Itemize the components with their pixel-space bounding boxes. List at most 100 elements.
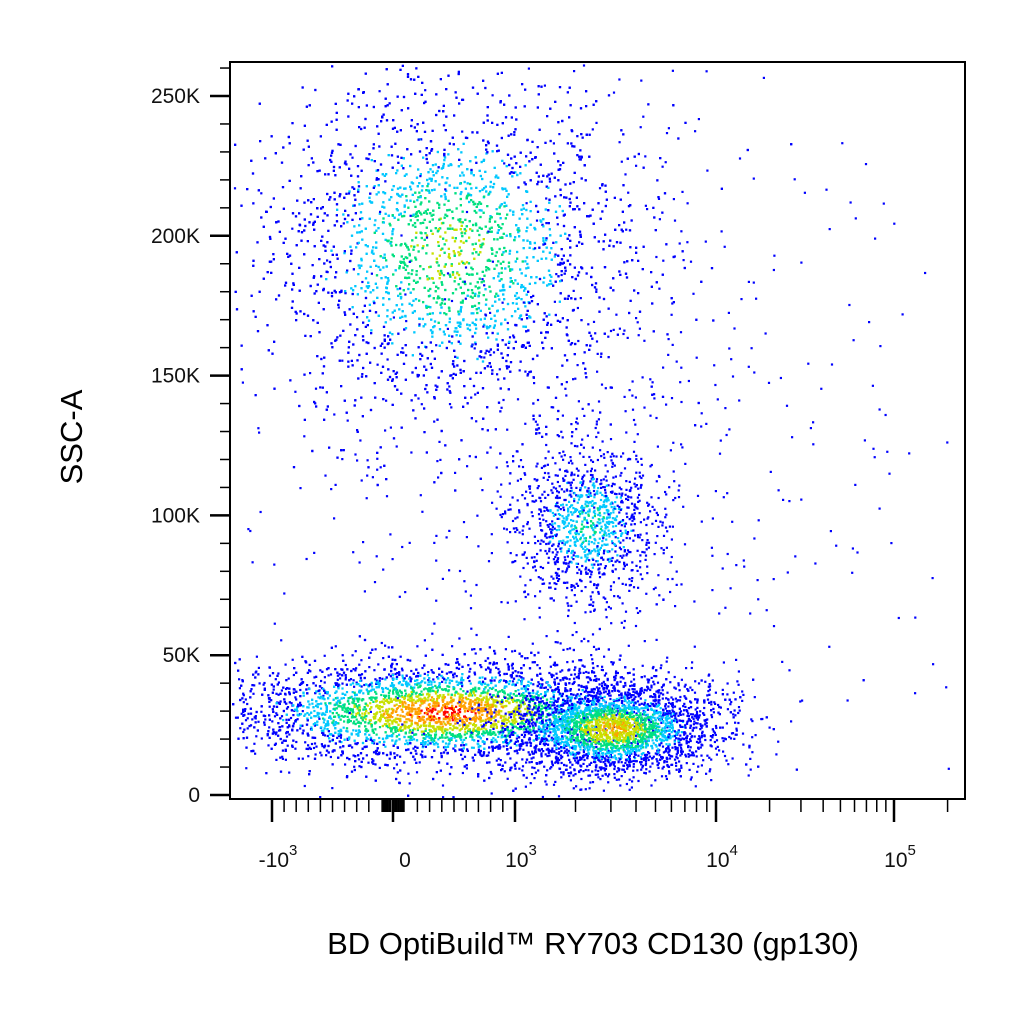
event-dot (516, 740, 519, 743)
event-dot (273, 622, 276, 625)
event-dot (520, 671, 523, 675)
event-dot (409, 731, 412, 734)
event-dot (335, 711, 338, 715)
event-dot (306, 671, 309, 674)
event-dot (295, 740, 298, 744)
event-dot (374, 763, 377, 766)
event-dot (444, 681, 447, 684)
event-dot (477, 733, 480, 736)
event-dot (505, 704, 508, 708)
event-dot (450, 693, 453, 696)
event-dot (514, 718, 517, 721)
event-dot (403, 721, 406, 724)
event-dot (520, 676, 523, 679)
event-dot (495, 726, 498, 729)
event-dot (471, 700, 475, 703)
event-dot (612, 661, 615, 664)
event-dot (571, 633, 574, 637)
event-dot (451, 719, 454, 722)
event-dot (461, 771, 464, 775)
event-dot (394, 717, 397, 721)
event-dot (513, 722, 516, 725)
event-dot (511, 671, 514, 674)
event-dot (325, 668, 329, 671)
event-dot (465, 743, 468, 746)
event-dot (491, 749, 494, 752)
event-dot (279, 700, 282, 703)
event-dot (340, 715, 343, 718)
event-dot (436, 689, 439, 692)
event-dot (588, 690, 591, 694)
event-dot (469, 682, 472, 685)
event-dot (560, 771, 563, 774)
event-dot (683, 685, 686, 688)
event-dot (505, 699, 508, 702)
event-dot (509, 740, 512, 744)
event-dot (427, 743, 430, 746)
event-dot (378, 741, 381, 744)
event-dot (524, 707, 527, 711)
event-dot (459, 748, 462, 751)
event-dot (471, 738, 474, 741)
event-dot (292, 688, 295, 691)
event-dot (502, 715, 505, 718)
event-dot (587, 681, 590, 684)
event-dot (291, 658, 294, 661)
event-dot (444, 717, 447, 721)
event-dot (323, 654, 326, 657)
event-dot (341, 750, 344, 753)
event-dot (519, 694, 522, 697)
event-dot (415, 695, 418, 698)
event-dot (431, 718, 434, 721)
event-dot (489, 731, 492, 734)
event-dot (362, 757, 365, 760)
event-dot (443, 713, 446, 716)
event-dot (263, 688, 266, 691)
event-dot (322, 733, 325, 736)
event-dot (373, 722, 377, 725)
event-dot (285, 721, 288, 724)
event-dot (679, 775, 682, 778)
event-dot (293, 708, 297, 711)
event-dot (409, 699, 412, 702)
event-dot (306, 684, 309, 687)
event-dot (287, 718, 291, 721)
event-dot (383, 740, 386, 743)
event-dot (535, 692, 538, 695)
event-dot (444, 710, 447, 713)
event-dot (362, 698, 365, 701)
event-dot (530, 651, 533, 654)
event-dot (410, 669, 413, 673)
event-dot (335, 690, 338, 693)
event-dot (440, 688, 444, 691)
event-dot (416, 683, 419, 686)
event-dot (536, 674, 539, 677)
event-dot (492, 723, 496, 726)
event-dot (585, 676, 588, 679)
event-dot (426, 692, 429, 695)
event-dot (439, 721, 442, 724)
event-dot (441, 725, 444, 728)
event-dot (506, 663, 509, 666)
event-dot (474, 686, 477, 689)
event-dot (461, 683, 464, 686)
event-dot (493, 679, 496, 682)
event-dot (687, 755, 690, 758)
event-dot (430, 739, 433, 742)
event-dot (250, 750, 253, 753)
event-dot (390, 734, 394, 737)
event-dot (355, 718, 358, 721)
event-dot (428, 728, 431, 732)
event-dot (262, 683, 265, 686)
event-dot (507, 668, 510, 671)
event-dot (405, 713, 408, 716)
event-dot (434, 730, 437, 733)
event-dot (323, 718, 326, 721)
event-dot (382, 743, 385, 746)
event-dot (340, 697, 343, 700)
event-dot (530, 711, 533, 714)
event-dot (374, 728, 377, 731)
event-dot (487, 707, 490, 711)
event-dot (365, 683, 368, 686)
event-dot (434, 705, 437, 708)
